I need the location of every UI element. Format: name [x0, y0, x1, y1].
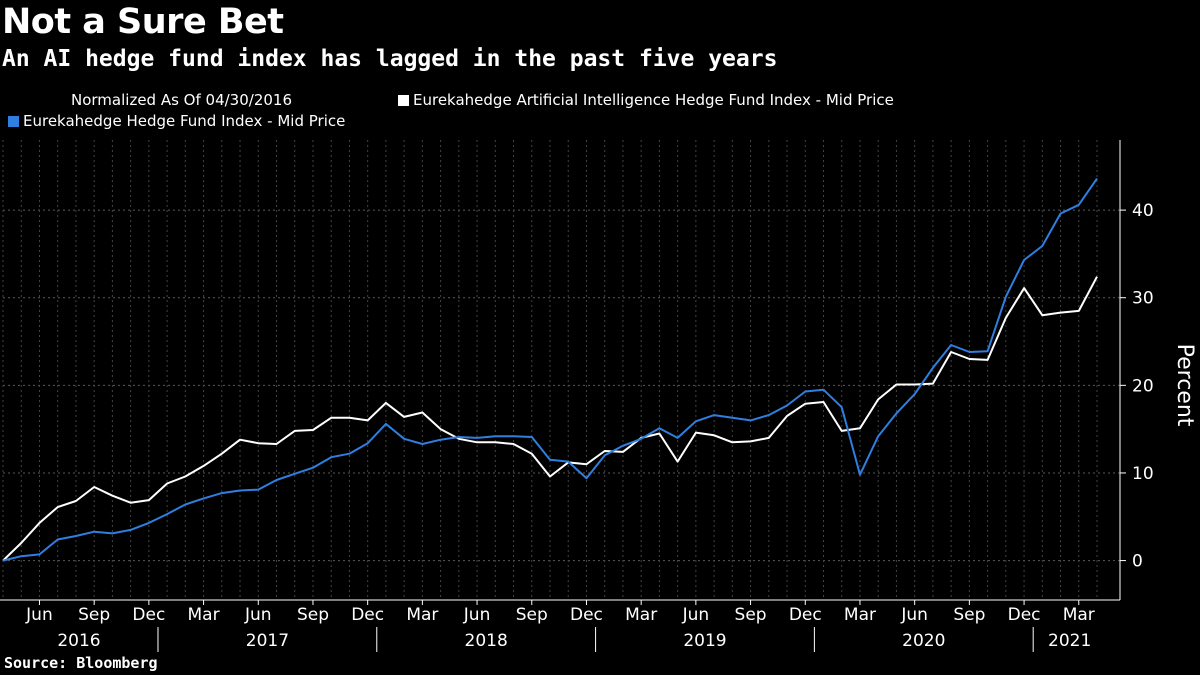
x-month-label: Dec [132, 605, 165, 625]
legend-label-hf: Eurekahedge Hedge Fund Index - Mid Price [23, 112, 346, 130]
x-month-label: Sep [297, 605, 329, 625]
tick-labels: 0 10 20 30 40 Jun Sep Dec Mar Jun Sep Dec Mar Jun Sep D… [25, 201, 1153, 651]
x-year-label: 2021 [1048, 631, 1091, 651]
x-year-label: 2016 [57, 631, 100, 651]
x-month-label: Jun [244, 605, 272, 625]
horizontal-gridlines [3, 209, 1120, 562]
y-tick-label: 40 [1132, 201, 1154, 221]
legend-swatch-hf [8, 115, 19, 127]
x-month-label: Mar [406, 605, 438, 625]
series-lines [2, 178, 1098, 562]
normalization-note: Normalized As Of 04/30/2016 [71, 91, 292, 109]
x-month-label: Sep [735, 605, 767, 625]
y-tick-label: 20 [1132, 376, 1154, 396]
x-month-label: Mar [625, 605, 657, 625]
x-month-label: Jun [463, 605, 491, 625]
chart-title: Not a Sure Bet [2, 2, 284, 42]
x-month-label: Dec [570, 605, 603, 625]
x-year-label: 2020 [902, 631, 945, 651]
x-month-label: Mar [844, 605, 876, 625]
series-line-hedge-fund-index [2, 178, 1098, 562]
source-note: Source: Bloomberg [4, 654, 158, 672]
x-month-label: Dec [1008, 605, 1041, 625]
series-line-ai-index [2, 276, 1098, 562]
x-year-label: 2019 [683, 631, 726, 651]
x-month-label: Sep [953, 605, 985, 625]
x-month-label: Jun [900, 605, 928, 625]
legend-swatch-ai [398, 94, 409, 106]
x-month-label: Sep [516, 605, 548, 625]
x-month-label: Mar [188, 605, 220, 625]
x-month-label: Dec [789, 605, 822, 625]
x-month-label: Mar [1063, 605, 1095, 625]
y-axis-label: Percent [1172, 344, 1197, 427]
axes [0, 140, 1126, 652]
x-year-label: 2018 [465, 631, 508, 651]
chart-subtitle: An AI hedge fund index has lagged in the… [2, 46, 778, 72]
x-month-label: Jun [25, 605, 53, 625]
legend-label-ai: Eurekahedge Artificial Intelligence Hedg… [413, 91, 894, 109]
vertical-gridlines [2, 140, 1098, 600]
y-tick-label: 0 [1132, 552, 1143, 572]
legend-item-ai: Eurekahedge Artificial Intelligence Hedg… [398, 91, 894, 109]
x-month-label: Sep [78, 605, 110, 625]
y-tick-label: 10 [1132, 464, 1154, 484]
x-month-label: Dec [351, 605, 384, 625]
x-month-label: Jun [682, 605, 710, 625]
x-year-label: 2017 [246, 631, 289, 651]
legend-item-hf: Eurekahedge Hedge Fund Index - Mid Price [8, 112, 345, 130]
y-tick-label: 30 [1132, 289, 1154, 309]
